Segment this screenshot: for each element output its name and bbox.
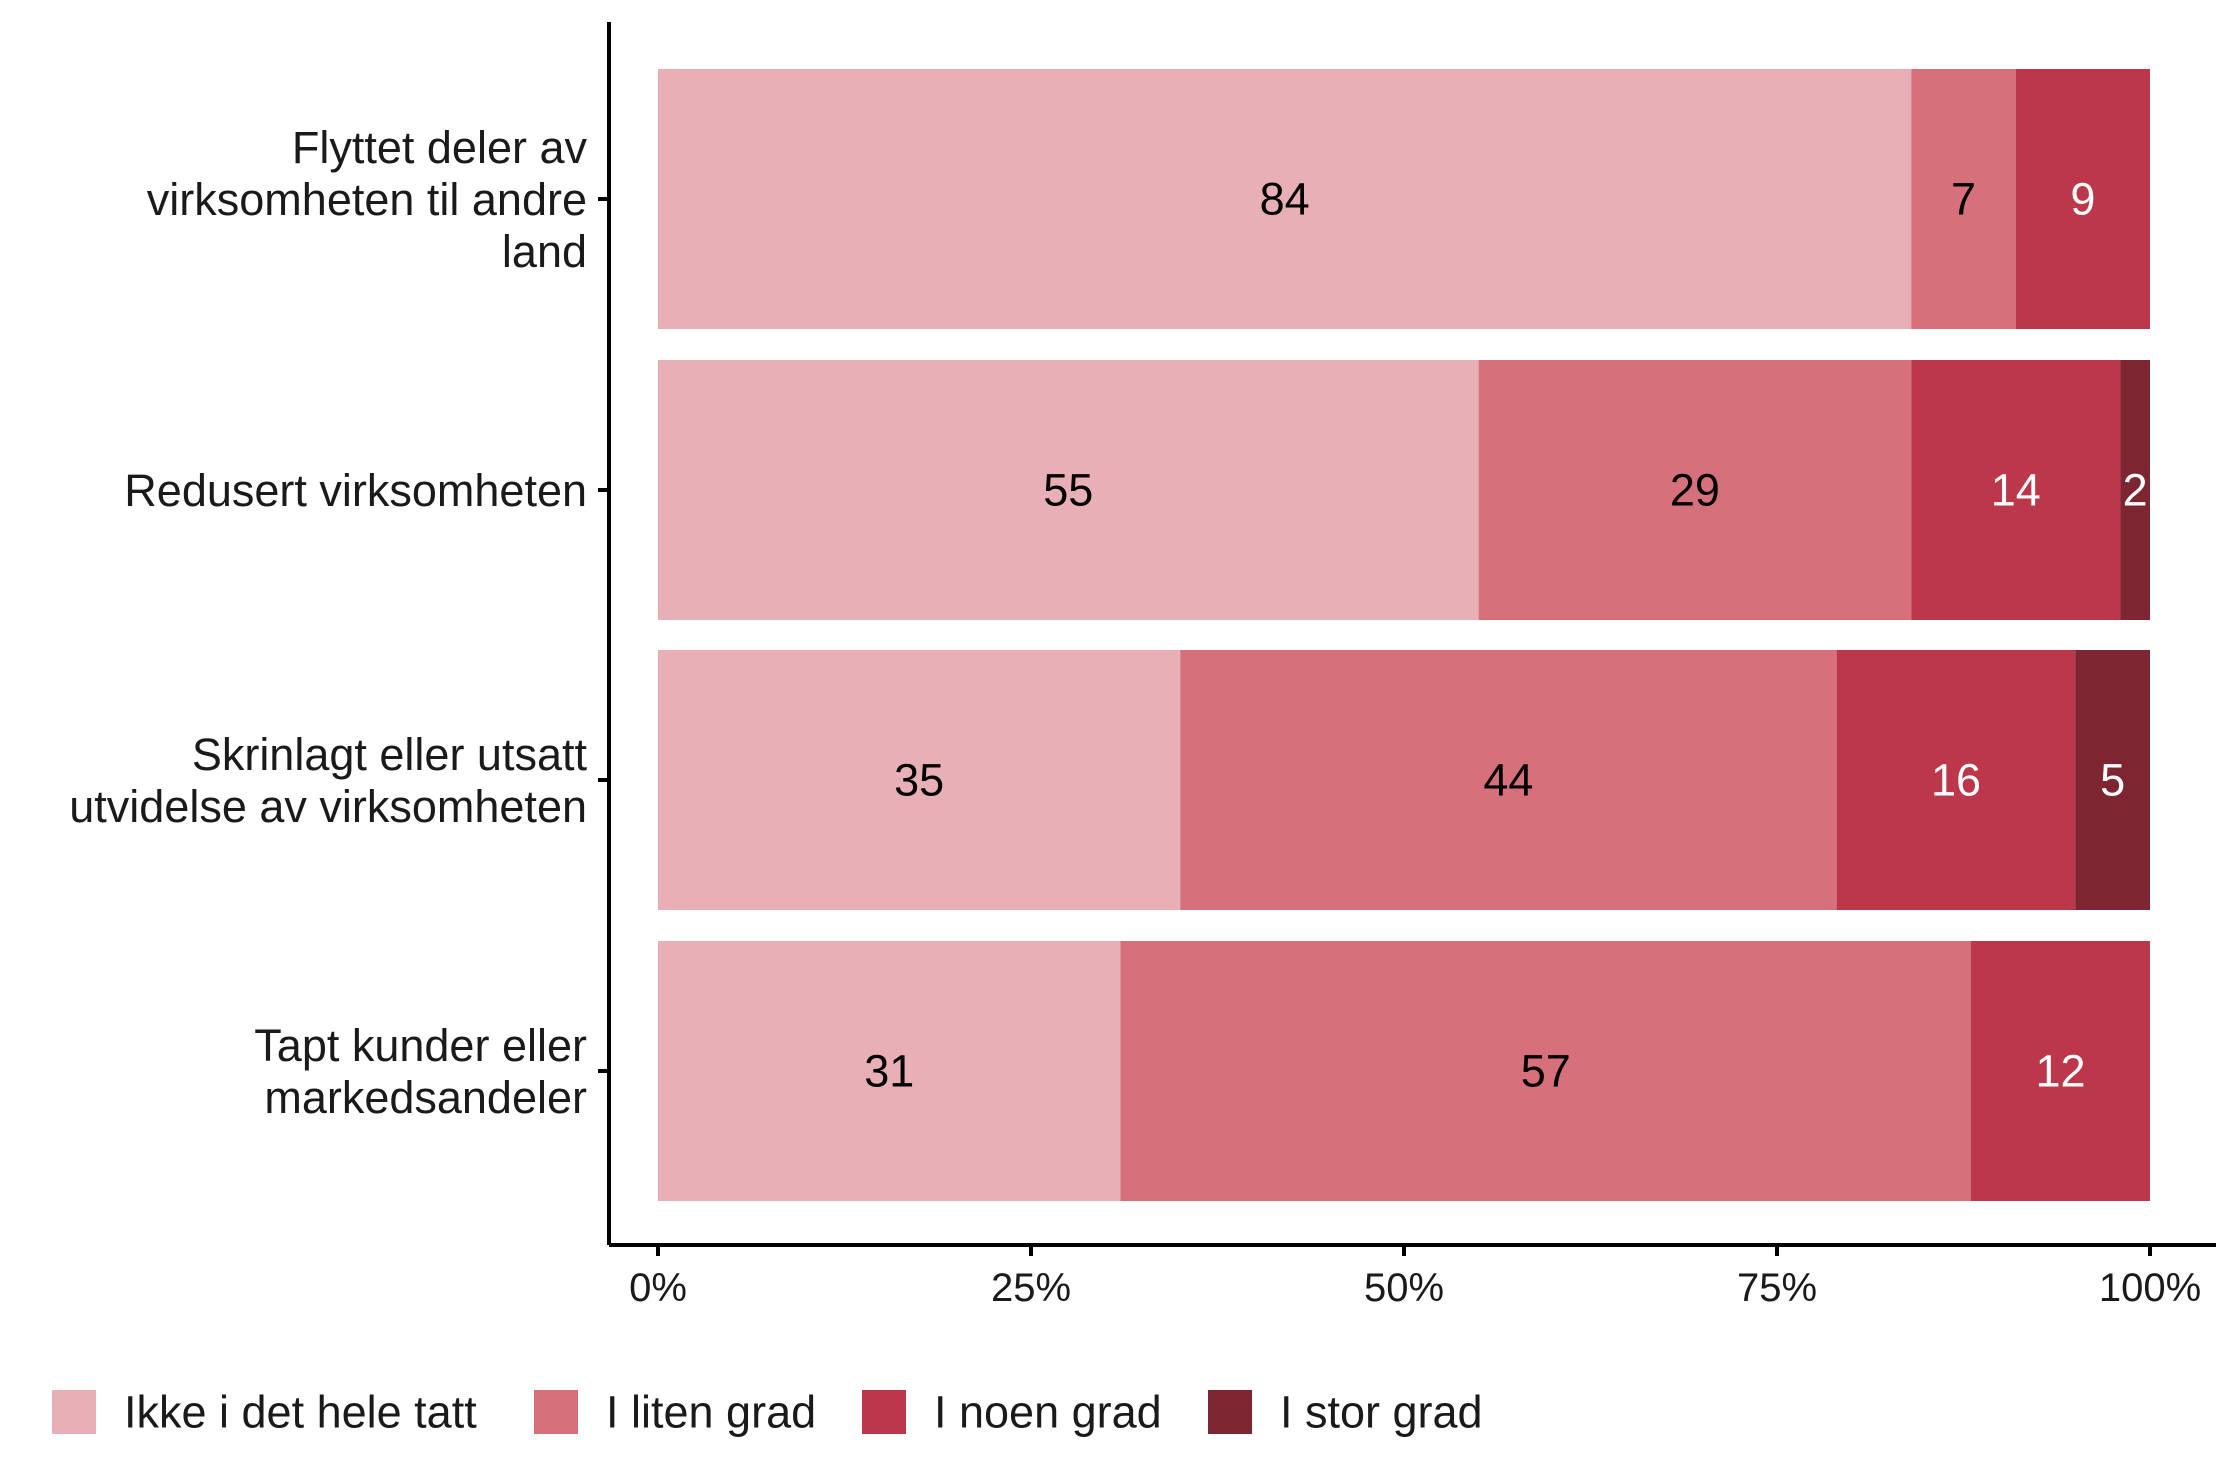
value-labels-group: 84 7 9 55 29 14 2 35 44 16 5 31 57 12: [864, 174, 2147, 1097]
bar-segment: [1478, 360, 1912, 620]
data-label: 35: [894, 755, 944, 806]
data-label: 2: [2123, 465, 2148, 516]
bar-segment: [1911, 69, 2016, 329]
data-label: 14: [1991, 465, 2041, 516]
data-label: 9: [2070, 174, 2095, 225]
category-label: Flyttet deler av virksomheten til andre la…: [147, 122, 588, 277]
bar-segment: [1970, 941, 2150, 1201]
data-label: 44: [1483, 755, 1533, 806]
bar-segment: [2075, 650, 2150, 910]
legend-item: Ikke i det hele tatt: [52, 1387, 477, 1438]
data-label: 55: [1043, 465, 1093, 516]
data-label: 16: [1931, 755, 1981, 806]
legend-swatch: [1208, 1390, 1252, 1434]
category-label: Skrinlagt eller utsatt utvidelse av virks…: [69, 729, 587, 832]
bar-segment: [658, 650, 1181, 910]
data-label: 7: [1951, 174, 1976, 225]
data-label: 5: [2100, 755, 2125, 806]
bar-segment: [658, 941, 1121, 1201]
x-tick-label: 25%: [991, 1266, 1071, 1310]
category-label: Tapt kunder eller markedsandeler: [254, 1020, 587, 1123]
bar-segment: [1911, 360, 2121, 620]
legend-item: I stor grad: [1208, 1387, 1483, 1438]
x-tick-label: 50%: [1364, 1266, 1444, 1310]
category-label: Redusert virksomheten: [124, 465, 587, 516]
legend-swatch: [52, 1390, 96, 1434]
legend-label: Ikke i det hele tatt: [124, 1387, 477, 1438]
bars-group: [658, 69, 2150, 1201]
x-tick-label: 0%: [629, 1266, 687, 1310]
legend-label: I liten grad: [606, 1387, 816, 1438]
legend-swatch: [534, 1390, 578, 1434]
data-label: 84: [1260, 174, 1310, 225]
x-tick-label: 75%: [1737, 1266, 1817, 1310]
legend-item: I noen grad: [862, 1387, 1162, 1438]
bar-segment: [1180, 650, 1837, 910]
bar-segment: [658, 69, 1912, 329]
bar-segment: [658, 360, 1479, 620]
data-label: 31: [864, 1046, 914, 1097]
legend-swatch: [862, 1390, 906, 1434]
x-axis: 0% 25% 50% 75% 100%: [609, 1243, 2216, 1310]
bar-segment: [1836, 650, 2076, 910]
data-label: 57: [1521, 1046, 1571, 1097]
legend-item: I liten grad: [534, 1387, 816, 1438]
y-axis: Flyttet deler av virksomheten til andre la…: [69, 22, 611, 1245]
data-label: 12: [2035, 1046, 2085, 1097]
data-label: 29: [1670, 465, 1720, 516]
bar-segment: [2120, 360, 2150, 620]
legend-label: I noen grad: [934, 1387, 1162, 1438]
x-tick-label: 100%: [2099, 1266, 2201, 1310]
bar-segment: [1120, 941, 1971, 1201]
legend-label: I stor grad: [1280, 1387, 1483, 1438]
legend: Ikke i det hele tatt I liten grad I noen g…: [52, 1387, 1483, 1438]
bar-segment: [2015, 69, 2150, 329]
